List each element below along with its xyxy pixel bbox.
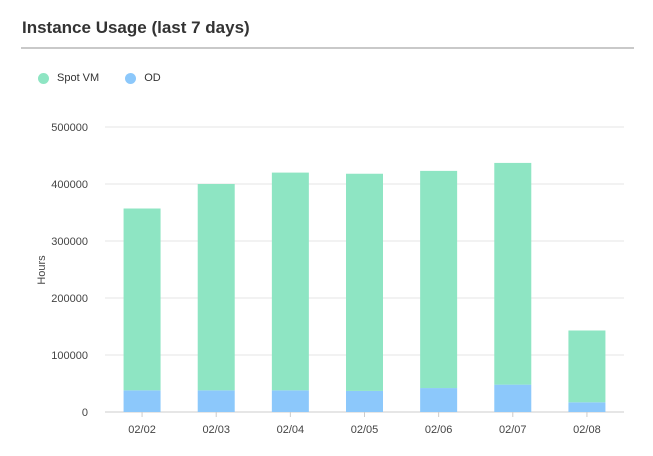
x-tick-label: 02/08 xyxy=(573,424,601,436)
bar-spot-vm-02-06[interactable] xyxy=(420,170,458,389)
legend-label-spot-vm: Spot VM xyxy=(57,72,100,84)
bar-od-02-03[interactable] xyxy=(197,390,235,412)
y-tick-label: 300000 xyxy=(51,236,88,248)
y-tick-label: 200000 xyxy=(51,293,88,305)
bar-spot-vm-02-02[interactable] xyxy=(123,208,161,391)
bar-spot-vm-02-07[interactable] xyxy=(494,162,532,385)
y-tick-label: 0 xyxy=(82,407,88,419)
panel-title: Instance Usage (last 7 days) xyxy=(22,18,250,37)
x-tick-label: 02/05 xyxy=(351,424,379,436)
x-tick-label: 02/07 xyxy=(499,424,527,436)
x-tick-label: 02/06 xyxy=(425,424,453,436)
legend-item-spot-vm[interactable]: Spot VM xyxy=(38,72,99,84)
x-tick-label: 02/04 xyxy=(277,424,305,436)
legend-swatch-spot-vm xyxy=(38,72,49,84)
legend-swatch-od xyxy=(125,72,137,84)
title-divider xyxy=(21,47,634,49)
bar-od-02-07[interactable] xyxy=(494,384,532,412)
bar-spot-vm-02-08[interactable] xyxy=(568,330,606,403)
bar-spot-vm-02-04[interactable] xyxy=(271,172,309,391)
y-tick-label: 500000 xyxy=(51,122,88,134)
bar-od-02-02[interactable] xyxy=(123,390,161,412)
legend-item-od[interactable]: OD xyxy=(125,72,161,84)
legend-label-od: OD xyxy=(144,72,161,84)
y-tick-label: 400000 xyxy=(51,179,88,191)
y-tick-label: 100000 xyxy=(51,350,88,362)
y-axis-ticks: 0 100000 200000 300000 400000 500000 xyxy=(51,122,88,419)
bar-spot-vm-02-05[interactable] xyxy=(346,173,383,391)
y-axis-label: Hours xyxy=(36,255,48,285)
chart-legend: Spot VM OD xyxy=(38,72,187,84)
x-tick-label: 02/03 xyxy=(202,424,230,436)
bar-od-02-08[interactable] xyxy=(568,402,606,412)
bars xyxy=(123,162,606,412)
bar-od-02-06[interactable] xyxy=(420,388,458,412)
x-tick-label: 02/02 xyxy=(128,424,156,436)
bar-spot-vm-02-03[interactable] xyxy=(197,184,235,391)
bar-od-02-04[interactable] xyxy=(271,390,309,412)
x-axis-ticks: 02/02 02/03 02/04 02/05 02/06 02/07 02/08 xyxy=(128,412,601,436)
bar-od-02-05[interactable] xyxy=(346,390,383,412)
